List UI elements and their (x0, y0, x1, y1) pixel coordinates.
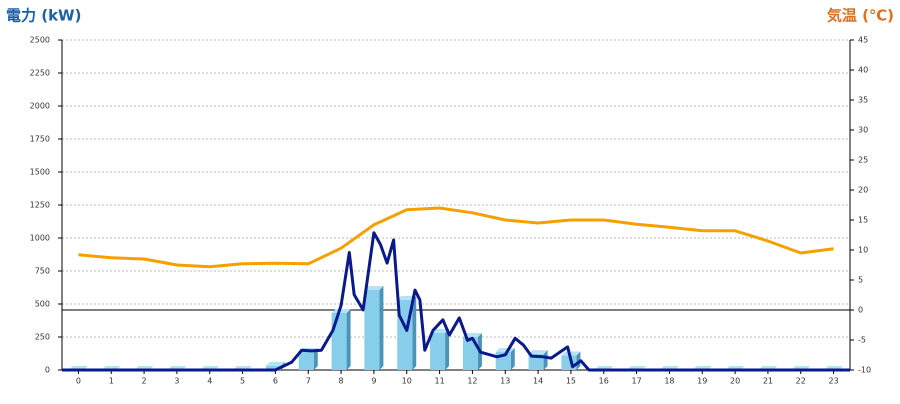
bar-face (379, 286, 384, 370)
bar-face (331, 308, 351, 313)
bar-face (298, 352, 314, 370)
x-tick-label: 17 (631, 377, 641, 386)
y2-tick-label: 5 (858, 276, 863, 285)
x-tick-label: 19 (697, 377, 707, 386)
bar (331, 308, 351, 370)
y-tick-label: 250 (35, 333, 50, 342)
x-tick-label: 7 (306, 377, 311, 386)
bar-face (265, 366, 281, 370)
x-tick-label: 9 (371, 377, 376, 386)
y-tick-label: 1500 (30, 168, 50, 177)
y-tick-label: 0 (45, 366, 50, 375)
bar-face (445, 329, 450, 370)
y-tick-label: 2250 (30, 69, 50, 78)
y2-tick-label: -10 (858, 366, 871, 375)
y-tick-label: 1000 (30, 234, 50, 243)
y2-axis-title: 気温 (℃) (827, 7, 894, 25)
x-tick-label: 21 (763, 377, 773, 386)
x-tick-label: 12 (467, 377, 477, 386)
y2-tick-label: 15 (858, 216, 868, 225)
x-tick-label: 6 (273, 377, 278, 386)
bar-face (510, 348, 515, 370)
x-tick-label: 2 (142, 377, 147, 386)
y2-tick-label: 40 (858, 66, 868, 75)
x-tick-label: 11 (434, 377, 444, 386)
bar-face (561, 351, 581, 356)
x-tick-label: 16 (599, 377, 609, 386)
y2-tick-label: 0 (858, 306, 863, 315)
bar-face (430, 333, 446, 370)
bar-face (346, 308, 351, 370)
bar-face (462, 333, 482, 337)
y2-tick-label: 30 (858, 126, 868, 135)
x-tick-label: 18 (664, 377, 674, 386)
bar (495, 348, 515, 370)
bar-face (313, 348, 318, 370)
y2-tick-label: 10 (858, 246, 868, 255)
bar-face (364, 290, 380, 370)
x-tick-label: 14 (533, 377, 543, 386)
bar-face (528, 354, 544, 370)
y2-tick-label: 45 (858, 36, 868, 45)
bar-face (265, 362, 285, 367)
y-tick-label: 2500 (30, 36, 50, 45)
y-tick-label: 500 (35, 300, 50, 309)
y-tick-label: 750 (35, 267, 50, 276)
y-tick-label: 2000 (30, 102, 50, 111)
bar (430, 329, 450, 370)
x-tick-label: 20 (730, 377, 740, 386)
line (62, 231, 850, 372)
x-tick-label: 1 (109, 377, 114, 386)
x-tick-label: 0 (76, 377, 81, 386)
x-tick-label: 23 (828, 377, 838, 386)
bar-face (397, 296, 417, 301)
x-tick-label: 22 (796, 377, 806, 386)
x-tick-label: 15 (566, 377, 576, 386)
y2-tick-label: -5 (858, 336, 866, 345)
bar-face (412, 296, 417, 370)
bar-face (543, 350, 548, 370)
line (78, 206, 834, 269)
x-tick-label: 10 (402, 377, 412, 386)
y2-tick-label: 35 (858, 96, 868, 105)
x-tick-label: 8 (339, 377, 344, 386)
bar (364, 286, 384, 370)
x-tick-label: 4 (207, 377, 212, 386)
bar (528, 350, 548, 370)
y-tick-label: 1250 (30, 201, 50, 210)
x-tick-label: 13 (500, 377, 510, 386)
y2-tick-label: 20 (858, 186, 868, 195)
y-axis-title: 電力 (kW) (6, 7, 81, 25)
bar-face (528, 350, 548, 355)
bar-face (462, 337, 478, 370)
x-tick-label: 5 (240, 377, 245, 386)
x-tick-label: 3 (174, 377, 179, 386)
y-tick-label: 1750 (30, 135, 50, 144)
bar-face (364, 286, 384, 291)
y2-tick-label: 25 (858, 156, 868, 165)
bar-face (331, 312, 347, 370)
